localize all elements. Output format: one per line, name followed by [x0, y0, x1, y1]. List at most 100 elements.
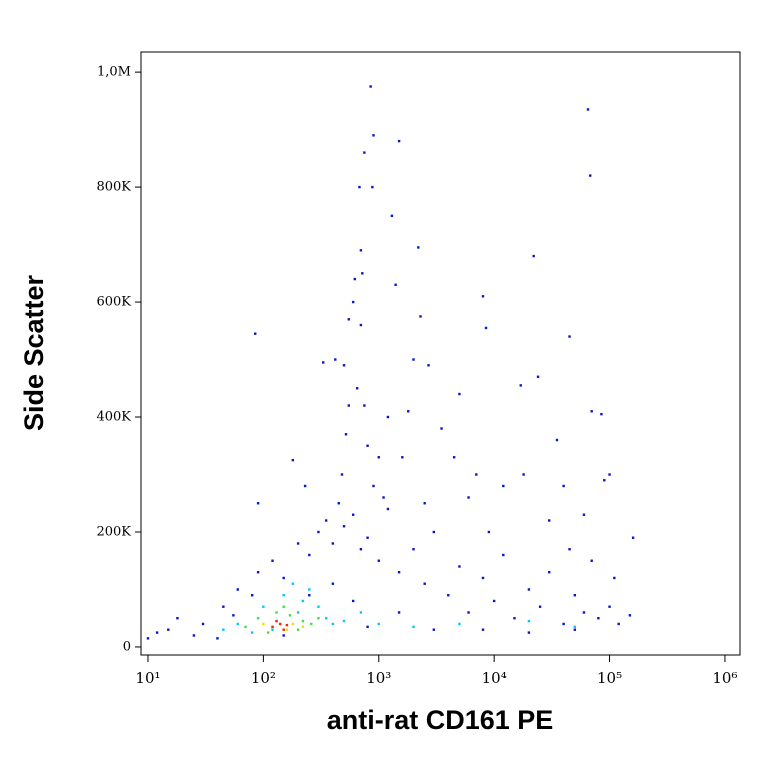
point [536, 375, 540, 378]
point [282, 605, 285, 608]
point [573, 628, 577, 631]
point [308, 553, 311, 557]
y-tick-label: 0 [123, 639, 131, 654]
point [308, 588, 311, 591]
point [359, 249, 363, 252]
point [590, 410, 593, 413]
point [527, 631, 531, 634]
point [538, 605, 542, 608]
point [513, 617, 516, 620]
point [382, 496, 385, 499]
point [317, 530, 320, 534]
point [291, 458, 295, 462]
x-tick-label: 10³ [366, 669, 391, 687]
point [232, 614, 235, 617]
y-tick-label: 1,0M [97, 65, 131, 80]
point [291, 622, 295, 626]
point [275, 611, 278, 614]
point [244, 625, 247, 629]
point [377, 622, 380, 626]
point [340, 473, 344, 476]
point [458, 565, 461, 568]
point [608, 473, 611, 476]
point [324, 617, 328, 620]
point [458, 622, 461, 626]
point [358, 185, 361, 189]
point [344, 433, 348, 436]
x-tick-label: 10⁵ [597, 669, 622, 687]
point [481, 576, 485, 580]
point [519, 384, 522, 387]
point [617, 622, 620, 626]
point [342, 525, 346, 528]
point [573, 625, 577, 629]
point [562, 484, 565, 488]
point [317, 617, 320, 620]
point [296, 611, 300, 614]
point [377, 456, 380, 459]
point [427, 364, 430, 367]
point [355, 387, 359, 390]
point [522, 473, 525, 476]
y-tick-label: 200K [96, 524, 131, 539]
point [192, 634, 196, 637]
point [236, 622, 239, 626]
point [308, 594, 311, 597]
point [397, 139, 401, 143]
point [216, 637, 219, 640]
point [285, 623, 289, 627]
point [353, 277, 357, 281]
point [351, 300, 355, 304]
plot-frame [140, 51, 741, 656]
point [481, 295, 485, 298]
point [256, 502, 260, 505]
point [250, 594, 254, 597]
point [372, 484, 375, 488]
point [351, 599, 355, 603]
point [527, 619, 531, 623]
point [282, 634, 285, 637]
x-tick-label: 10⁴ [482, 669, 507, 687]
point [296, 628, 300, 631]
point [419, 315, 422, 318]
point [366, 625, 369, 629]
point [275, 619, 278, 623]
point [432, 530, 436, 534]
point [386, 507, 390, 511]
point [271, 559, 274, 562]
point [359, 548, 363, 551]
point [631, 536, 635, 539]
point [597, 617, 600, 620]
point [322, 361, 325, 364]
point [262, 605, 265, 608]
point [582, 513, 586, 516]
point [407, 410, 410, 413]
point [590, 559, 593, 562]
point [603, 479, 606, 482]
point [555, 438, 559, 442]
point [458, 392, 461, 396]
x-tick-label: 10² [251, 669, 276, 687]
point [548, 519, 551, 522]
point [394, 283, 397, 287]
point [586, 108, 590, 111]
point [301, 599, 305, 603]
point [303, 484, 307, 488]
point [363, 151, 366, 154]
point [377, 559, 380, 562]
point [288, 614, 292, 617]
point [440, 427, 443, 430]
point [423, 582, 426, 585]
point [331, 582, 335, 585]
point [254, 332, 257, 335]
point [291, 582, 295, 585]
point [527, 588, 531, 591]
point [492, 599, 496, 603]
point [432, 628, 436, 631]
point [412, 548, 415, 551]
point [176, 617, 179, 620]
point [347, 404, 351, 407]
point [146, 637, 150, 640]
